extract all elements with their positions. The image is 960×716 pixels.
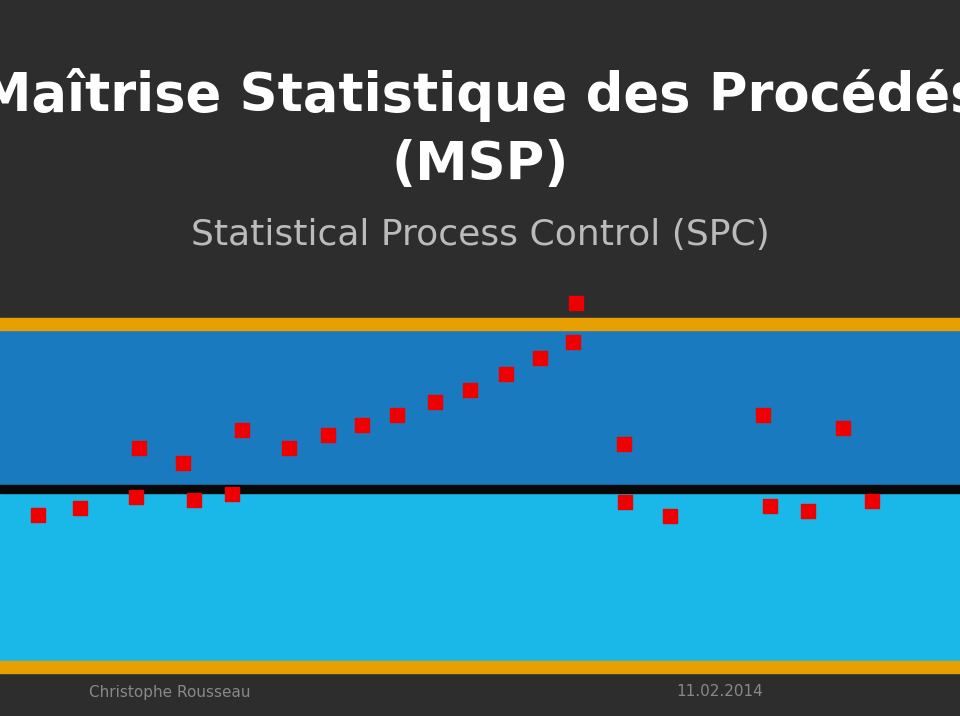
Bar xyxy=(0,330,960,485)
Point xyxy=(186,494,202,505)
Point xyxy=(532,352,547,364)
Point xyxy=(281,442,297,454)
Point xyxy=(864,495,879,507)
Point xyxy=(321,430,336,441)
Bar xyxy=(0,493,960,661)
Point xyxy=(176,458,191,469)
Point xyxy=(427,396,443,407)
Point xyxy=(31,509,46,521)
Point xyxy=(498,368,514,379)
Text: (MSP): (MSP) xyxy=(392,139,568,191)
Bar xyxy=(0,485,960,493)
Point xyxy=(616,438,632,450)
Point xyxy=(132,442,147,454)
Text: Statistical Process Control (SPC): Statistical Process Control (SPC) xyxy=(191,218,769,252)
Point xyxy=(756,410,771,421)
Point xyxy=(234,425,250,436)
Text: 11.02.2014: 11.02.2014 xyxy=(677,684,763,700)
Point xyxy=(565,337,581,348)
Point xyxy=(225,488,240,500)
Bar xyxy=(0,318,960,330)
Point xyxy=(390,410,405,421)
Point xyxy=(762,500,778,512)
Point xyxy=(129,491,144,503)
Point xyxy=(72,502,87,513)
Text: Maîtrise Statistique des Procédés: Maîtrise Statistique des Procédés xyxy=(0,68,960,122)
Bar xyxy=(0,661,960,673)
Point xyxy=(835,422,851,434)
Point xyxy=(801,505,816,517)
Point xyxy=(568,297,584,309)
Point xyxy=(354,420,370,431)
Point xyxy=(463,384,478,396)
Point xyxy=(662,511,678,522)
Text: Christophe Rousseau: Christophe Rousseau xyxy=(89,684,251,700)
Point xyxy=(617,496,633,508)
